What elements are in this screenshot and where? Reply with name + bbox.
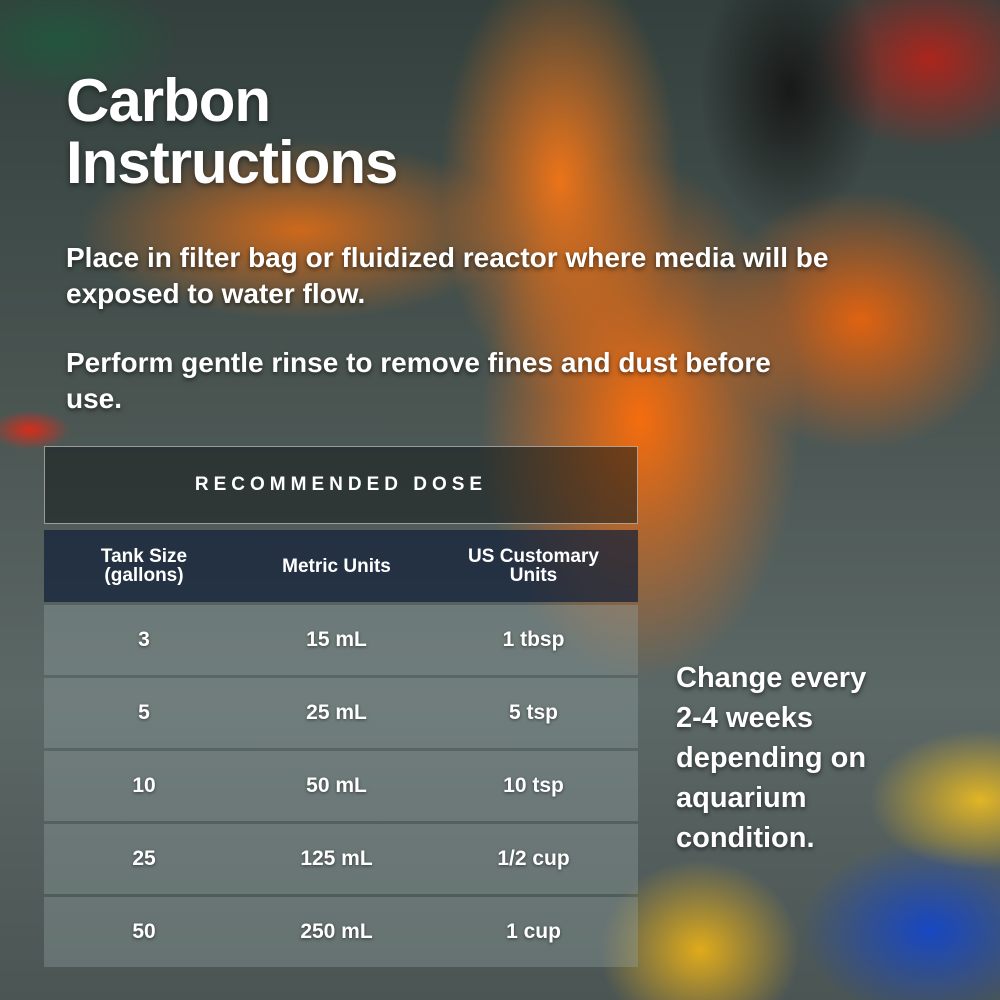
table-cell: 250 mL [300,920,373,943]
dose-table-header: Tank Size (gallons) Metric Units US Custo… [44,530,638,602]
table-cell: 1/2 cup [497,847,570,870]
table-cell: 10 tsp [503,774,564,797]
table-cell: 15 mL [306,628,367,651]
change-frequency-note: Change every 2-4 weeks depending on aquariu… [676,662,867,854]
table-cell: 1 tbsp [502,628,565,651]
table-row: 3 15 mL 1 tbsp [44,605,638,675]
column-header-tank-size: Tank Size (gallons) [100,546,188,586]
dose-table: RECOMMENDED DOSE Tank Size (gallons) Metr… [44,446,638,967]
table-cell: 50 mL [306,774,367,797]
column-header-metric: Metric Units [282,555,391,577]
table-cell: 25 mL [306,701,367,724]
table-cell: 25 [132,847,156,870]
page-title: Carbon Instructions [66,67,398,196]
table-cell: 5 [138,701,150,724]
table-row: 5 25 mL 5 tsp [44,678,638,748]
table-row: 50 250 mL 1 cup [44,897,638,967]
table-row: 10 50 mL 10 tsp [44,751,638,821]
table-cell: 3 [138,628,150,651]
dose-table-heading: RECOMMENDED DOSE [44,446,638,524]
table-row: 25 125 mL 1/2 cup [44,824,638,894]
table-cell: 10 [132,774,156,797]
table-cell: 125 mL [300,847,373,870]
instruction-placement: Place in filter bag or fluidized reactor… [66,242,829,309]
column-header-us: US Customary Units [468,546,599,586]
table-cell: 5 tsp [508,701,558,724]
instruction-rinse: Perform gentle rinse to remove fines and… [66,347,771,414]
table-cell: 50 [132,920,156,943]
table-cell: 1 cup [506,920,561,943]
